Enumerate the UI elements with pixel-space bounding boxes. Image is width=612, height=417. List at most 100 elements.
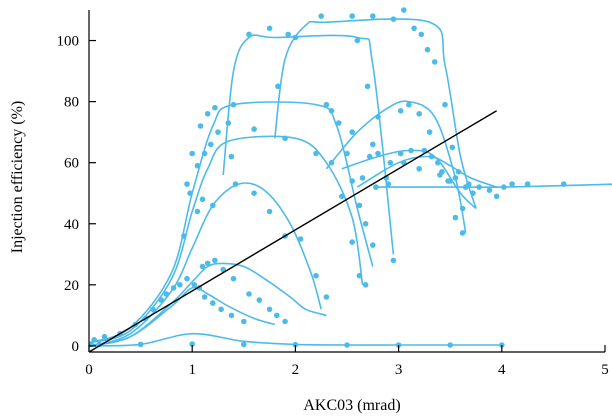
data-point: [344, 342, 350, 348]
fit-curve-7: [222, 34, 395, 255]
data-point: [212, 104, 218, 111]
data-point: [416, 166, 423, 172]
data-point: [251, 190, 257, 196]
data-point: [228, 153, 235, 160]
data-point: [406, 101, 412, 108]
data-point: [199, 263, 206, 270]
data-point: [184, 275, 190, 282]
y-tick-label: 40: [64, 217, 79, 233]
data-point: [411, 25, 417, 32]
data-point: [285, 31, 292, 38]
data-point: [431, 59, 438, 65]
data-point: [215, 129, 221, 135]
x-tick-label: 2: [292, 362, 300, 378]
data-point: [524, 181, 531, 187]
data-point: [212, 257, 218, 264]
x-tick-label: 0: [85, 362, 93, 378]
data-point: [313, 150, 319, 157]
data-point: [466, 181, 472, 187]
data-point: [373, 184, 379, 190]
x-axis-label: AKC03 (mrad): [303, 397, 400, 414]
data-point: [201, 294, 208, 300]
y-tick-label: 20: [64, 278, 79, 294]
data-point: [424, 46, 431, 53]
data-point: [339, 193, 345, 200]
data-point: [401, 7, 407, 13]
data-point: [194, 162, 201, 169]
data-point: [297, 236, 304, 242]
y-tick-label: 80: [64, 95, 79, 111]
fit-curve-5: [88, 135, 364, 344]
fit-curve-8: [274, 18, 477, 209]
data-point: [476, 184, 482, 190]
x-ticks: 0 1 2 3 4 5: [85, 345, 609, 378]
data-point: [416, 111, 423, 117]
data-point: [191, 282, 198, 288]
data-point: [385, 181, 392, 187]
data-point: [442, 101, 448, 108]
data-point: [486, 187, 493, 193]
y-axis-label: Injection efficiency (%): [9, 101, 26, 254]
data-point: [501, 184, 507, 190]
fit-curve-3: [88, 262, 327, 347]
data-point: [194, 208, 201, 215]
data-point: [370, 242, 376, 248]
data-points: [88, 7, 567, 348]
data-point: [230, 101, 237, 108]
data-point: [189, 341, 195, 347]
data-point: [447, 178, 454, 184]
data-point: [366, 153, 373, 160]
data-point: [375, 150, 381, 157]
data-point: [375, 114, 381, 120]
data-point: [370, 13, 376, 19]
data-point: [292, 341, 299, 348]
data-point: [452, 175, 459, 181]
fit-curve-6: [88, 101, 374, 344]
fit-curve-12: [378, 183, 612, 189]
x-tick-label: 4: [498, 362, 506, 378]
data-point: [170, 285, 177, 291]
data-point: [459, 230, 466, 236]
data-point: [356, 272, 363, 279]
data-point: [282, 318, 288, 325]
data-point: [91, 337, 97, 343]
data-point: [163, 291, 170, 297]
data-point: [210, 300, 216, 306]
data-point: [218, 306, 224, 313]
data-point: [455, 169, 462, 175]
data-point: [204, 260, 211, 267]
data-point: [225, 120, 232, 126]
data-point: [292, 34, 299, 41]
x-tick-label: 3: [395, 362, 403, 378]
x-tick-label: 5: [601, 362, 609, 378]
data-point: [199, 196, 206, 203]
fit-curve-11: [356, 155, 497, 188]
data-point: [197, 123, 204, 129]
data-point: [328, 159, 335, 166]
data-point: [323, 294, 330, 300]
data-point: [187, 190, 193, 196]
data-point: [493, 193, 500, 200]
data-point: [274, 312, 280, 319]
y-tick-label: 60: [64, 156, 79, 172]
data-point: [364, 83, 371, 90]
data-point: [349, 239, 356, 245]
data-point: [437, 172, 443, 178]
data-point: [387, 159, 394, 166]
data-point: [428, 153, 435, 160]
data-point: [459, 205, 466, 212]
data-point: [452, 214, 459, 221]
data-point: [356, 202, 363, 209]
data-point: [158, 297, 164, 303]
data-point: [362, 221, 369, 227]
data-point: [232, 181, 239, 187]
data-point: [137, 341, 144, 348]
data-point: [362, 282, 369, 288]
data-point: [397, 108, 404, 114]
data-point: [335, 120, 342, 126]
data-point: [266, 208, 273, 215]
data-point: [184, 181, 190, 187]
data-point: [449, 144, 456, 151]
data-point: [228, 312, 235, 319]
data-point: [201, 150, 208, 157]
